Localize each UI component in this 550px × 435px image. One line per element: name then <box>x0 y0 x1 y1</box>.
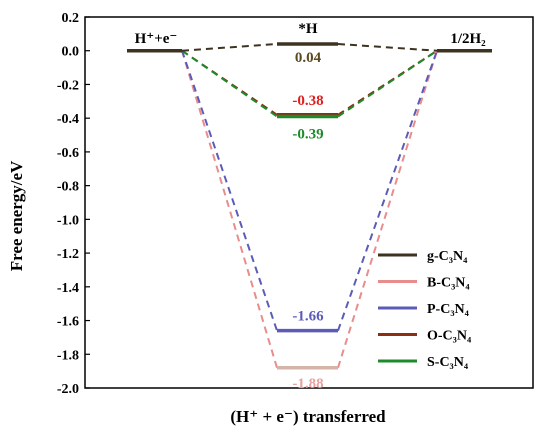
value-label-4: -0.39 <box>292 126 323 142</box>
connector-2-0 <box>181 50 278 331</box>
y-tick-label: -1.6 <box>57 315 79 330</box>
value-label-1: -1.88 <box>292 376 323 392</box>
value-label-3: -0.38 <box>292 93 323 109</box>
state-label-h-plus-e: H⁺+e⁻ <box>135 31 178 47</box>
y-tick-label: -2.0 <box>57 382 79 397</box>
levels <box>127 42 492 370</box>
connector-1-0 <box>181 50 278 369</box>
legend-label-0: g-C₃N₄ <box>427 249 468 264</box>
value-label-0: 0.04 <box>295 50 322 66</box>
connector-0-1 <box>337 42 438 52</box>
y-tick-label: -0.8 <box>57 180 79 195</box>
y-tick-label: -0.4 <box>57 112 79 127</box>
y-ticks: 0.2 0.0 -0.2 -0.4 -0.6 -0.8 -1.0 -1.2 -1.4 -1.6 -1… <box>57 11 90 397</box>
connector-1-1 <box>337 50 438 369</box>
legend-label-4: S-C₃N₄ <box>427 355 469 370</box>
connectors <box>181 42 438 369</box>
y-tick-label: -1.0 <box>57 213 79 228</box>
value-label-2: -1.66 <box>292 309 324 325</box>
axes <box>84 16 534 389</box>
legend: g-C₃N₄ B-C₃N₄ P-C₃N₄ O-C₃N₄ S-C₃N₄ <box>378 249 472 370</box>
y-tick-label: 0.2 <box>62 11 80 26</box>
state-label-half-h2: 1/2H₂ <box>450 31 486 47</box>
labels: H⁺+e⁻ *H 1/2H₂ 0.04 -1.88 -1.66 -0.38 -0.39 <box>135 21 487 392</box>
connector-0-0 <box>181 42 278 52</box>
state-label-star-h: *H <box>298 21 318 37</box>
legend-label-3: O-C₃N₄ <box>427 329 472 344</box>
y-tick-label: 0.0 <box>62 45 80 60</box>
y-tick-label: -1.8 <box>57 348 79 363</box>
legend-label-1: B-C₃N₄ <box>427 276 470 291</box>
connector-4-0 <box>181 49 278 118</box>
y-tick-label: -0.2 <box>57 78 79 93</box>
y-tick-label: -1.2 <box>57 247 79 262</box>
y-tick-label: -0.6 <box>57 146 79 161</box>
connector-2-1 <box>337 50 438 331</box>
y-tick-label: -1.4 <box>57 281 79 296</box>
legend-label-2: P-C₃N₄ <box>427 302 470 317</box>
y-axis-title: Free energy/eV <box>7 160 26 271</box>
x-axis-title: (H⁺ + e⁻) transferred <box>230 407 386 426</box>
connector-4-1 <box>337 49 438 118</box>
plot-frame <box>84 16 534 389</box>
